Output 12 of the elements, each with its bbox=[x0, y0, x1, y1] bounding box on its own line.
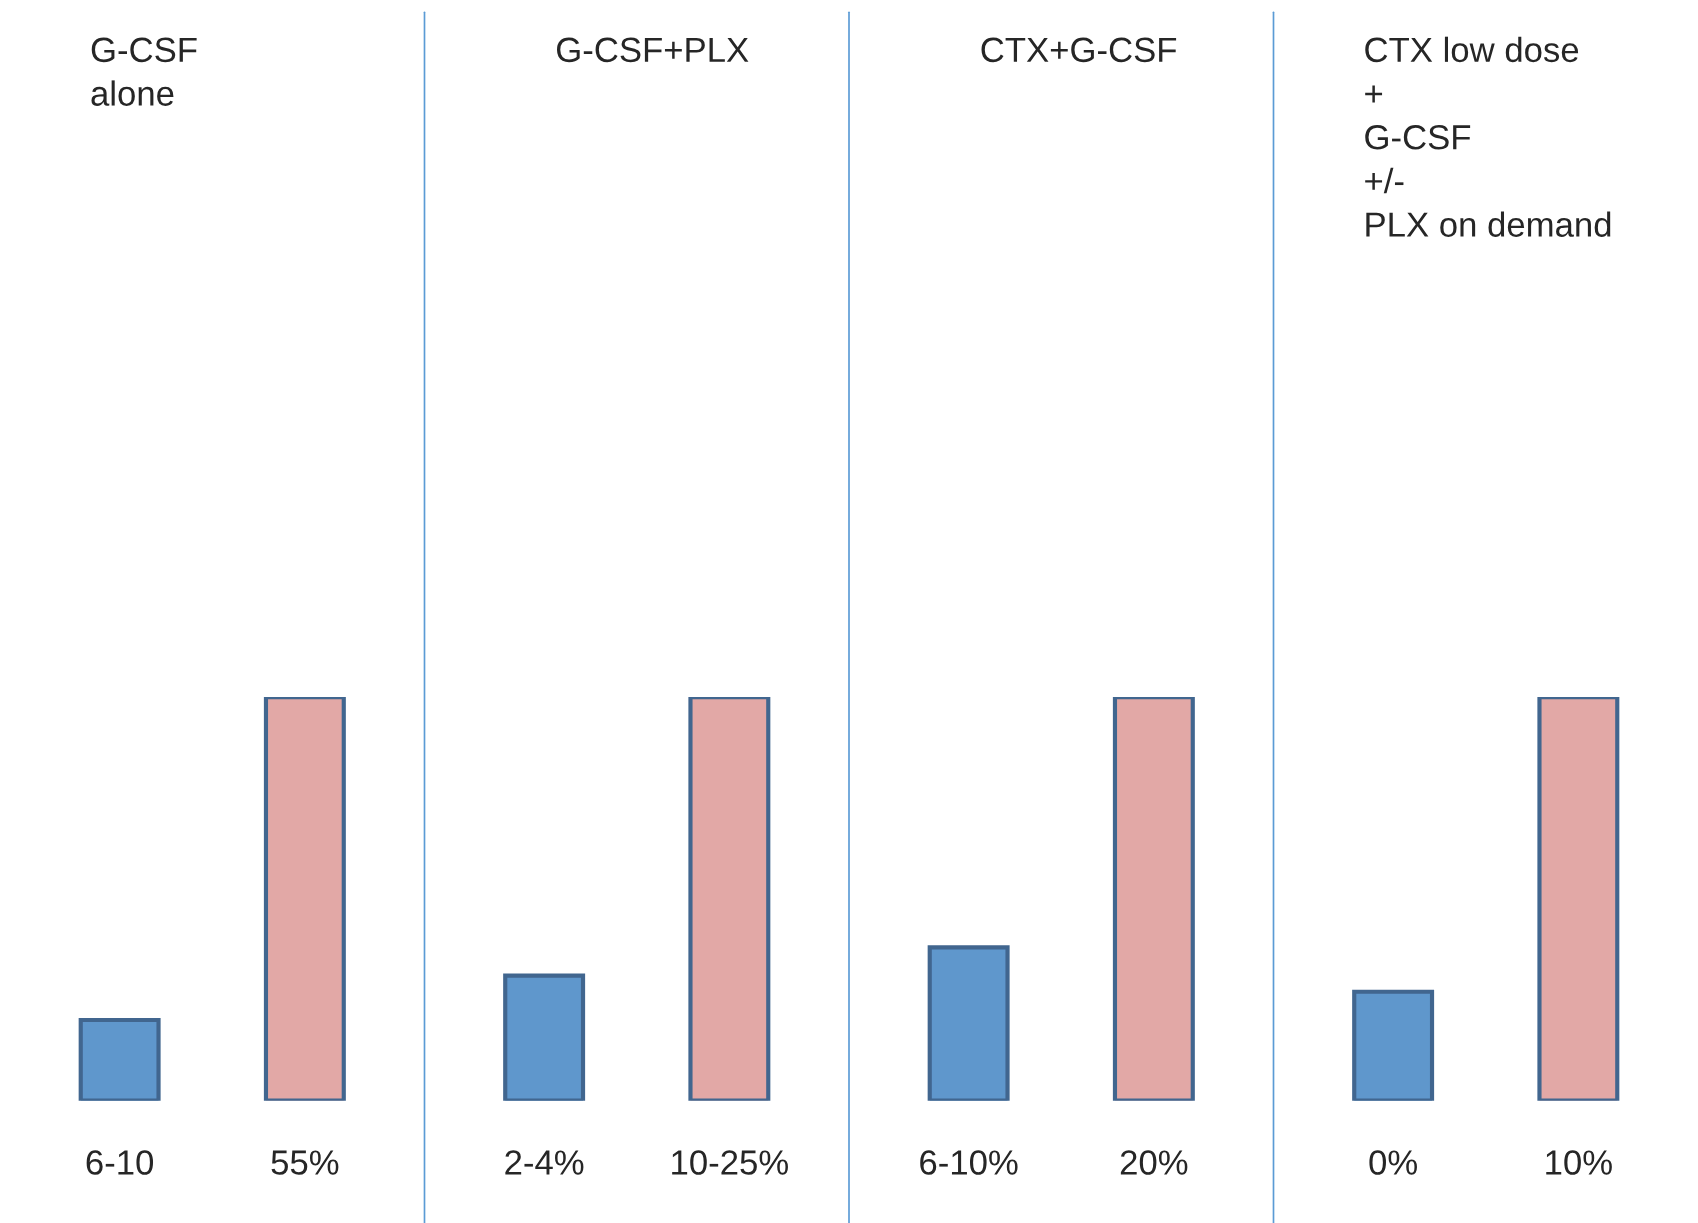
x-tick-label: 6-10 bbox=[86, 1150, 154, 1175]
chart-title: CTX+G-CSF bbox=[981, 37, 1177, 63]
chart-title: G-CSF+PLX bbox=[556, 37, 749, 63]
x-tick-label: 55% bbox=[271, 1150, 339, 1175]
x-tick-label: 10% bbox=[1546, 1150, 1612, 1175]
chart-title: CTX low dose + G-CSF +/- PLX on demand bbox=[1365, 36, 1611, 237]
x-tick-label: 6-10% bbox=[920, 1150, 1018, 1175]
chart-title: G-CSF alone bbox=[91, 37, 197, 106]
x-tick-label: 20% bbox=[1120, 1150, 1188, 1175]
x-tick-label: 0% bbox=[1369, 1150, 1417, 1175]
x-tick-label: 10-25% bbox=[672, 1150, 788, 1175]
x-tick-label: 2-4% bbox=[505, 1150, 584, 1175]
